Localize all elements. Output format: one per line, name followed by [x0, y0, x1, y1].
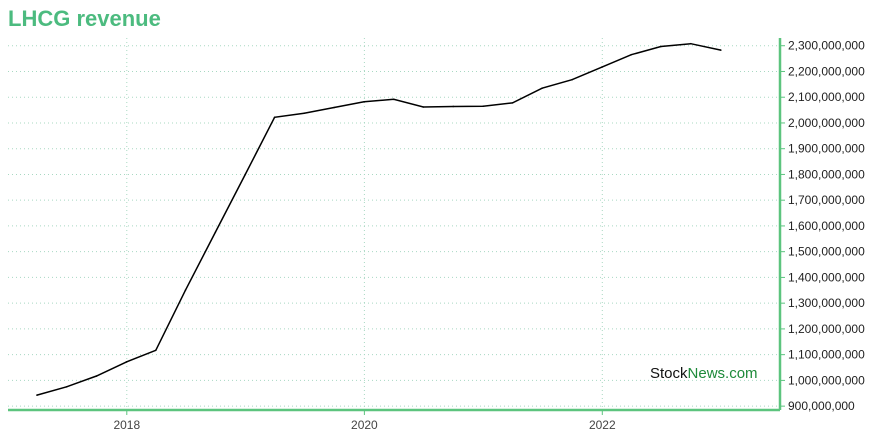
data-point — [303, 112, 305, 114]
data-point — [660, 45, 662, 48]
revenue-series-line — [36, 42, 721, 396]
y-tick-label: 1,100,000,000 — [788, 348, 865, 362]
x-tick-label: 2020 — [351, 418, 378, 432]
grid-layer — [8, 38, 780, 410]
data-point — [125, 361, 128, 363]
data-point — [184, 289, 187, 292]
y-tick-label: 1,700,000,000 — [788, 193, 865, 207]
data-point — [392, 98, 395, 101]
data-point — [511, 102, 514, 104]
data-point — [422, 106, 425, 108]
y-tick-label: 1,800,000,000 — [788, 167, 865, 181]
data-point — [571, 78, 573, 81]
axis-layer: 900,000,000 1,000,000,000 1,100,000,000 1,2… — [8, 38, 865, 432]
watermark-part-domain: .com — [725, 365, 758, 382]
y-tick-label: 900,000,000 — [788, 399, 855, 413]
data-point — [65, 386, 68, 388]
y-tick-label: 1,000,000,000 — [788, 373, 865, 387]
data-point — [719, 49, 722, 51]
data-point — [273, 116, 276, 119]
y-tick-label: 1,300,000,000 — [788, 296, 865, 310]
y-tick-label: 1,500,000,000 — [788, 245, 865, 259]
data-point — [482, 105, 484, 108]
chart-title: LHCG revenue — [8, 6, 161, 31]
data-point — [214, 231, 217, 234]
x-tick-label: 2022 — [589, 418, 616, 432]
y-tick-label: 1,400,000,000 — [788, 270, 865, 284]
data-point — [154, 349, 157, 352]
data-point — [95, 375, 98, 377]
y-tick-label: 2,200,000,000 — [788, 64, 865, 78]
data-point — [630, 53, 633, 56]
data-point — [244, 173, 247, 176]
y-tick-label: 1,200,000,000 — [788, 322, 865, 336]
y-tick-label: 2,300,000,000 — [788, 39, 865, 53]
data-point — [541, 87, 543, 90]
y-tick-label: 1,600,000,000 — [788, 219, 865, 233]
data-point — [452, 105, 455, 108]
data-point — [36, 394, 38, 396]
stocknews-watermark: StockNews.com — [650, 365, 758, 382]
data-point — [690, 42, 692, 45]
y-tick-label: 2,100,000,000 — [788, 90, 865, 104]
series-layer — [36, 42, 722, 396]
x-tick-label: 2018 — [113, 418, 140, 432]
watermark-part-stock: Stock — [650, 365, 688, 382]
data-point — [363, 101, 365, 103]
data-point — [601, 66, 603, 68]
watermark-part-news: News — [687, 365, 726, 382]
y-tick-label: 2,000,000,000 — [788, 116, 865, 130]
data-point — [333, 106, 335, 109]
y-tick-label: 1,900,000,000 — [788, 142, 865, 156]
